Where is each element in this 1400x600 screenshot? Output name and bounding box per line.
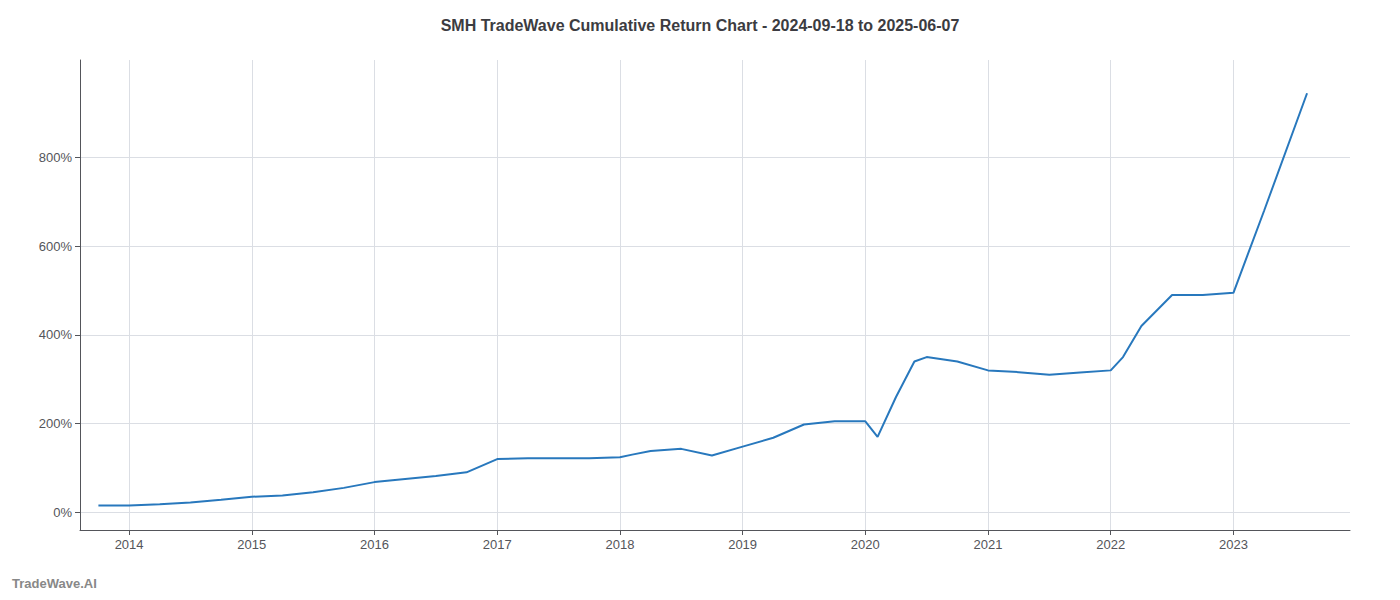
svg-text:2023: 2023 — [1219, 537, 1248, 552]
svg-text:400%: 400% — [39, 327, 73, 342]
svg-text:SMH TradeWave Cumulative Retur: SMH TradeWave Cumulative Return Chart - … — [441, 17, 960, 34]
svg-text:2016: 2016 — [360, 537, 389, 552]
svg-text:200%: 200% — [39, 416, 73, 431]
svg-text:2022: 2022 — [1096, 537, 1125, 552]
svg-text:0%: 0% — [53, 505, 72, 520]
svg-text:800%: 800% — [39, 150, 73, 165]
svg-text:2018: 2018 — [605, 537, 634, 552]
svg-text:600%: 600% — [39, 239, 73, 254]
svg-text:2021: 2021 — [974, 537, 1003, 552]
svg-text:2015: 2015 — [237, 537, 266, 552]
svg-text:2017: 2017 — [483, 537, 512, 552]
svg-text:2014: 2014 — [115, 537, 144, 552]
svg-text:2019: 2019 — [728, 537, 757, 552]
svg-text:2020: 2020 — [851, 537, 880, 552]
svg-text:TradeWave.AI: TradeWave.AI — [12, 576, 97, 591]
